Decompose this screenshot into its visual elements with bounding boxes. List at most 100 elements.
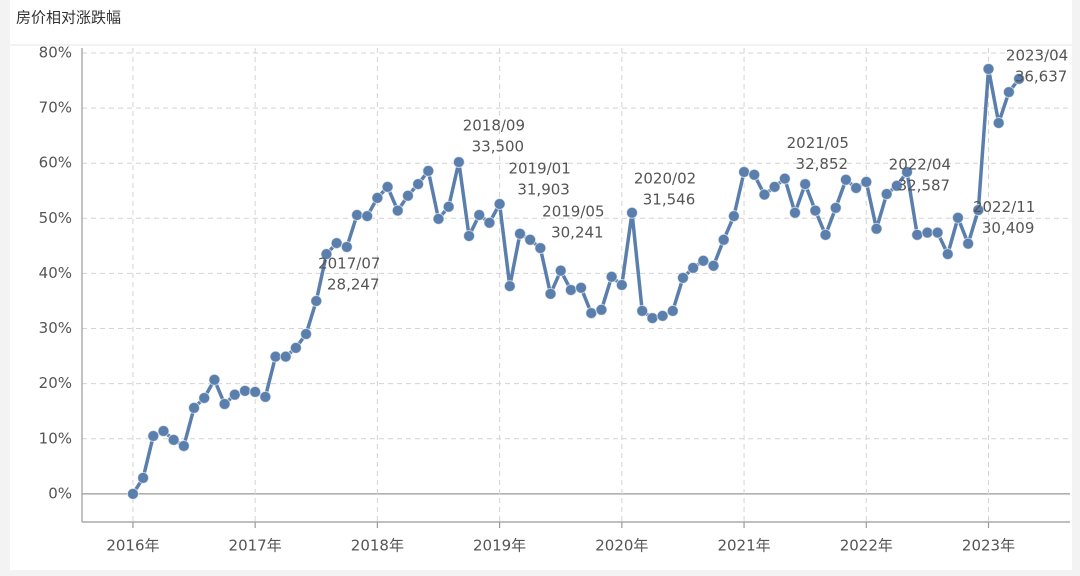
title-bar	[10, 0, 1072, 44]
point	[351, 209, 364, 222]
point	[676, 271, 689, 284]
annotation-value: 32,587	[898, 176, 951, 194]
point	[585, 307, 598, 320]
point	[218, 398, 231, 411]
point	[850, 181, 863, 194]
point	[615, 279, 628, 291]
point	[839, 173, 852, 186]
point	[758, 188, 771, 201]
point	[697, 254, 710, 267]
annotation-date: 2020/02	[634, 169, 696, 187]
point	[626, 206, 639, 219]
point	[768, 180, 781, 193]
y-tick-label: 10%	[39, 429, 72, 447]
point	[320, 248, 333, 261]
point	[890, 179, 903, 192]
point	[249, 385, 262, 398]
point	[483, 216, 496, 229]
y-tick-label: 80%	[39, 43, 72, 61]
point	[157, 425, 170, 438]
x-tick-label: 2021年	[717, 537, 770, 555]
point	[595, 303, 608, 316]
y-tick-label: 20%	[39, 374, 72, 392]
annotation-value: 36,637	[1015, 67, 1068, 85]
point	[870, 222, 883, 235]
y-tick-label: 50%	[39, 209, 72, 227]
point	[126, 487, 139, 500]
point	[738, 166, 751, 179]
annotation-date: 2018/09	[463, 117, 525, 135]
y-tick-label: 0%	[48, 484, 72, 502]
point	[208, 373, 221, 386]
annotation-date: 2021/05	[787, 134, 849, 152]
point	[401, 189, 414, 202]
point	[860, 175, 873, 188]
point	[666, 304, 679, 317]
point	[432, 212, 445, 225]
point	[289, 341, 302, 354]
point	[238, 384, 251, 397]
point	[951, 211, 964, 224]
point	[228, 388, 241, 401]
x-tick-label: 2018年	[351, 537, 404, 555]
point	[442, 200, 455, 213]
point	[167, 433, 180, 446]
point	[259, 390, 272, 403]
point	[564, 283, 577, 296]
point	[554, 264, 567, 277]
point	[819, 228, 832, 241]
point	[931, 226, 944, 239]
annotation-value: 32,852	[796, 155, 849, 173]
point	[310, 294, 323, 307]
point	[534, 242, 547, 255]
point	[300, 328, 313, 341]
x-tick-label: 2017年	[229, 537, 282, 555]
point	[391, 204, 404, 217]
point	[330, 237, 343, 250]
point	[422, 164, 435, 177]
x-tick-label: 2020年	[595, 537, 648, 555]
point	[799, 178, 812, 191]
point	[1002, 86, 1015, 99]
x-tick-label: 2019年	[473, 537, 526, 555]
annotation-date: 2019/01	[508, 159, 570, 177]
x-tick-label: 2022年	[840, 537, 893, 555]
point	[636, 304, 649, 317]
annotation-date: 2022/11	[973, 198, 1035, 216]
point	[829, 201, 842, 214]
point	[992, 116, 1005, 129]
point	[137, 471, 150, 484]
chart-title: 房价相对涨跌幅	[16, 9, 121, 27]
point	[493, 197, 506, 210]
point	[656, 309, 669, 322]
point	[962, 237, 975, 250]
point	[463, 229, 476, 242]
point	[605, 270, 618, 283]
point	[279, 350, 292, 363]
point	[412, 178, 425, 191]
point	[941, 248, 954, 261]
point	[188, 401, 201, 414]
annotation-value: 30,241	[551, 224, 604, 242]
y-tick-label: 70%	[39, 99, 72, 117]
plot-panel	[10, 46, 1072, 570]
y-tick-label: 40%	[39, 264, 72, 282]
point	[198, 391, 211, 404]
point	[1013, 72, 1026, 85]
x-tick-label: 2023年	[962, 537, 1015, 555]
point	[778, 172, 791, 185]
point	[707, 259, 720, 272]
point	[381, 180, 394, 193]
annotation-date: 2023/04	[1006, 46, 1068, 64]
point	[361, 210, 374, 223]
point	[340, 240, 353, 253]
point	[452, 156, 465, 169]
point	[748, 168, 761, 181]
point	[788, 206, 801, 219]
point	[473, 209, 486, 222]
point	[809, 204, 822, 217]
annotation-date: 2019/05	[542, 203, 604, 221]
annotation-date: 2022/04	[889, 155, 951, 173]
